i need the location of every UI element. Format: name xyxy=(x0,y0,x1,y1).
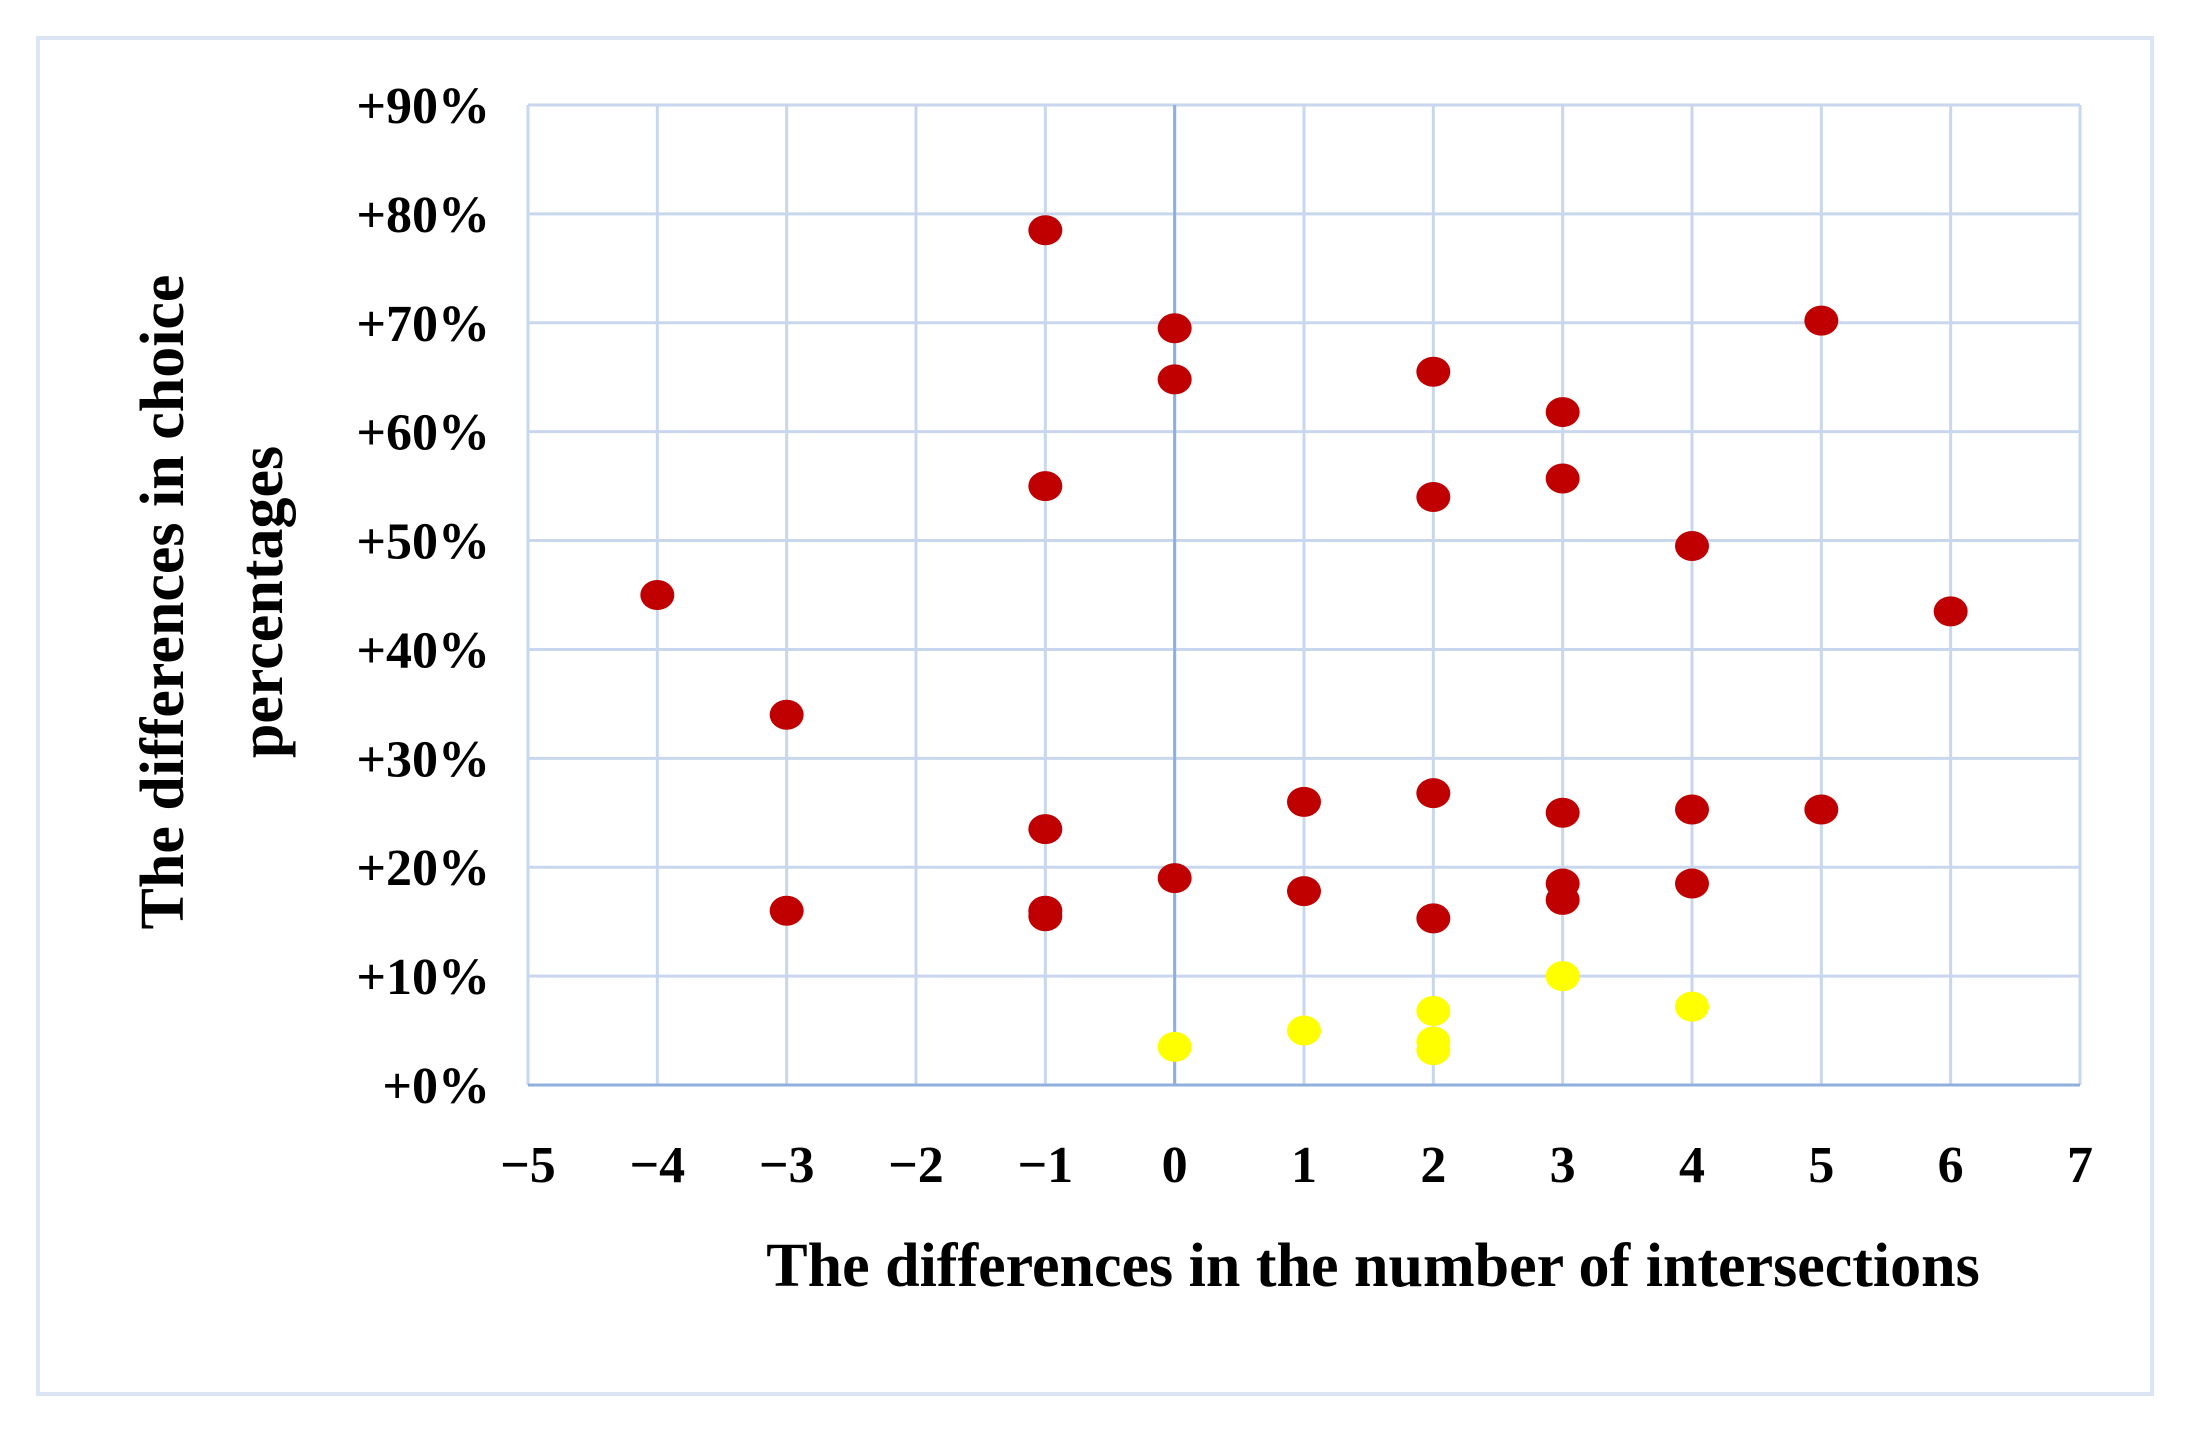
y-axis-title-line-1: The differences in choice xyxy=(129,275,197,930)
data-point-series-0-5 xyxy=(1028,814,1063,845)
data-point-series-0-2 xyxy=(769,895,804,926)
y-tick-labels: +0% +10% +20% +30% +40% +50% +60% +70% +80% +90% xyxy=(356,78,490,1115)
x-tick-label: −2 xyxy=(888,1137,944,1194)
data-point-series-0-18 xyxy=(1545,463,1580,494)
y-axis-title-line-2: percentages xyxy=(228,446,296,758)
data-point-series-0-14 xyxy=(1416,482,1451,512)
data-point-series-0-8 xyxy=(1157,313,1192,344)
x-tick-label: 3 xyxy=(1550,1137,1576,1194)
x-tick-label: −1 xyxy=(1018,1137,1074,1194)
grid-lines xyxy=(526,103,2082,1087)
data-point-series-1-2 xyxy=(1416,995,1451,1026)
data-point-series-0-13 xyxy=(1416,356,1451,387)
x-tick-label: 4 xyxy=(1679,1137,1705,1194)
y-tick-label: +80% xyxy=(356,187,490,244)
x-axis-title: The differences in the number of interse… xyxy=(766,1232,1979,1300)
x-tick-label: −4 xyxy=(630,1137,686,1194)
data-points xyxy=(640,215,1968,1066)
x-tick-label: 1 xyxy=(1291,1137,1317,1194)
data-point-series-0-23 xyxy=(1675,794,1709,825)
x-tick-label: 6 xyxy=(1938,1137,1964,1194)
x-tick-label: 7 xyxy=(2067,1137,2093,1194)
y-tick-label: +60% xyxy=(356,405,490,462)
data-point-series-1-5 xyxy=(1545,961,1580,992)
data-point-series-0-17 xyxy=(1545,397,1580,428)
axes xyxy=(528,105,2080,1087)
y-tick-label: +40% xyxy=(356,622,490,679)
data-point-series-0-9 xyxy=(1157,364,1192,395)
data-point-series-0-16 xyxy=(1416,903,1451,934)
x-tick-label: −3 xyxy=(759,1137,815,1194)
y-tick-label: +20% xyxy=(356,840,490,897)
data-point-series-0-12 xyxy=(1287,876,1321,907)
x-tick-label: 2 xyxy=(1420,1137,1446,1194)
data-point-series-1-4 xyxy=(1416,1035,1451,1066)
data-point-series-0-27 xyxy=(1933,596,1968,627)
x-tick-label: 5 xyxy=(1808,1137,1834,1194)
data-point-series-1-0 xyxy=(1157,1031,1192,1062)
data-point-series-1-6 xyxy=(1675,991,1709,1022)
data-point-series-0-21 xyxy=(1545,884,1580,915)
data-point-series-0-7 xyxy=(1028,901,1063,932)
data-point-series-0-22 xyxy=(1675,531,1709,561)
data-point-series-0-10 xyxy=(1157,863,1192,894)
data-point-series-0-0 xyxy=(640,580,675,610)
data-point-series-0-1 xyxy=(769,699,804,730)
data-point-series-0-4 xyxy=(1028,471,1063,502)
data-point-series-0-24 xyxy=(1675,868,1709,899)
y-tick-label: +10% xyxy=(356,949,490,1006)
x-tick-label: −5 xyxy=(500,1137,556,1194)
data-point-series-1-1 xyxy=(1287,1015,1321,1046)
y-tick-label: +70% xyxy=(356,296,490,353)
data-point-series-0-15 xyxy=(1416,778,1451,809)
y-tick-label: +0% xyxy=(382,1058,490,1115)
x-tick-labels: −5 −4 −3 −2 −1 0 1 2 3 4 5 6 7 xyxy=(500,1137,2093,1194)
chart-frame xyxy=(36,36,2154,1396)
data-point-series-0-25 xyxy=(1804,305,1839,336)
data-point-series-0-3 xyxy=(1028,215,1063,246)
y-tick-label: +50% xyxy=(356,514,490,571)
data-point-series-0-11 xyxy=(1287,786,1321,817)
y-tick-label: +90% xyxy=(356,78,490,135)
data-point-series-0-26 xyxy=(1804,794,1839,825)
x-tick-label: 0 xyxy=(1162,1137,1188,1194)
data-point-series-0-19 xyxy=(1545,797,1580,828)
y-tick-label: +30% xyxy=(356,731,490,788)
